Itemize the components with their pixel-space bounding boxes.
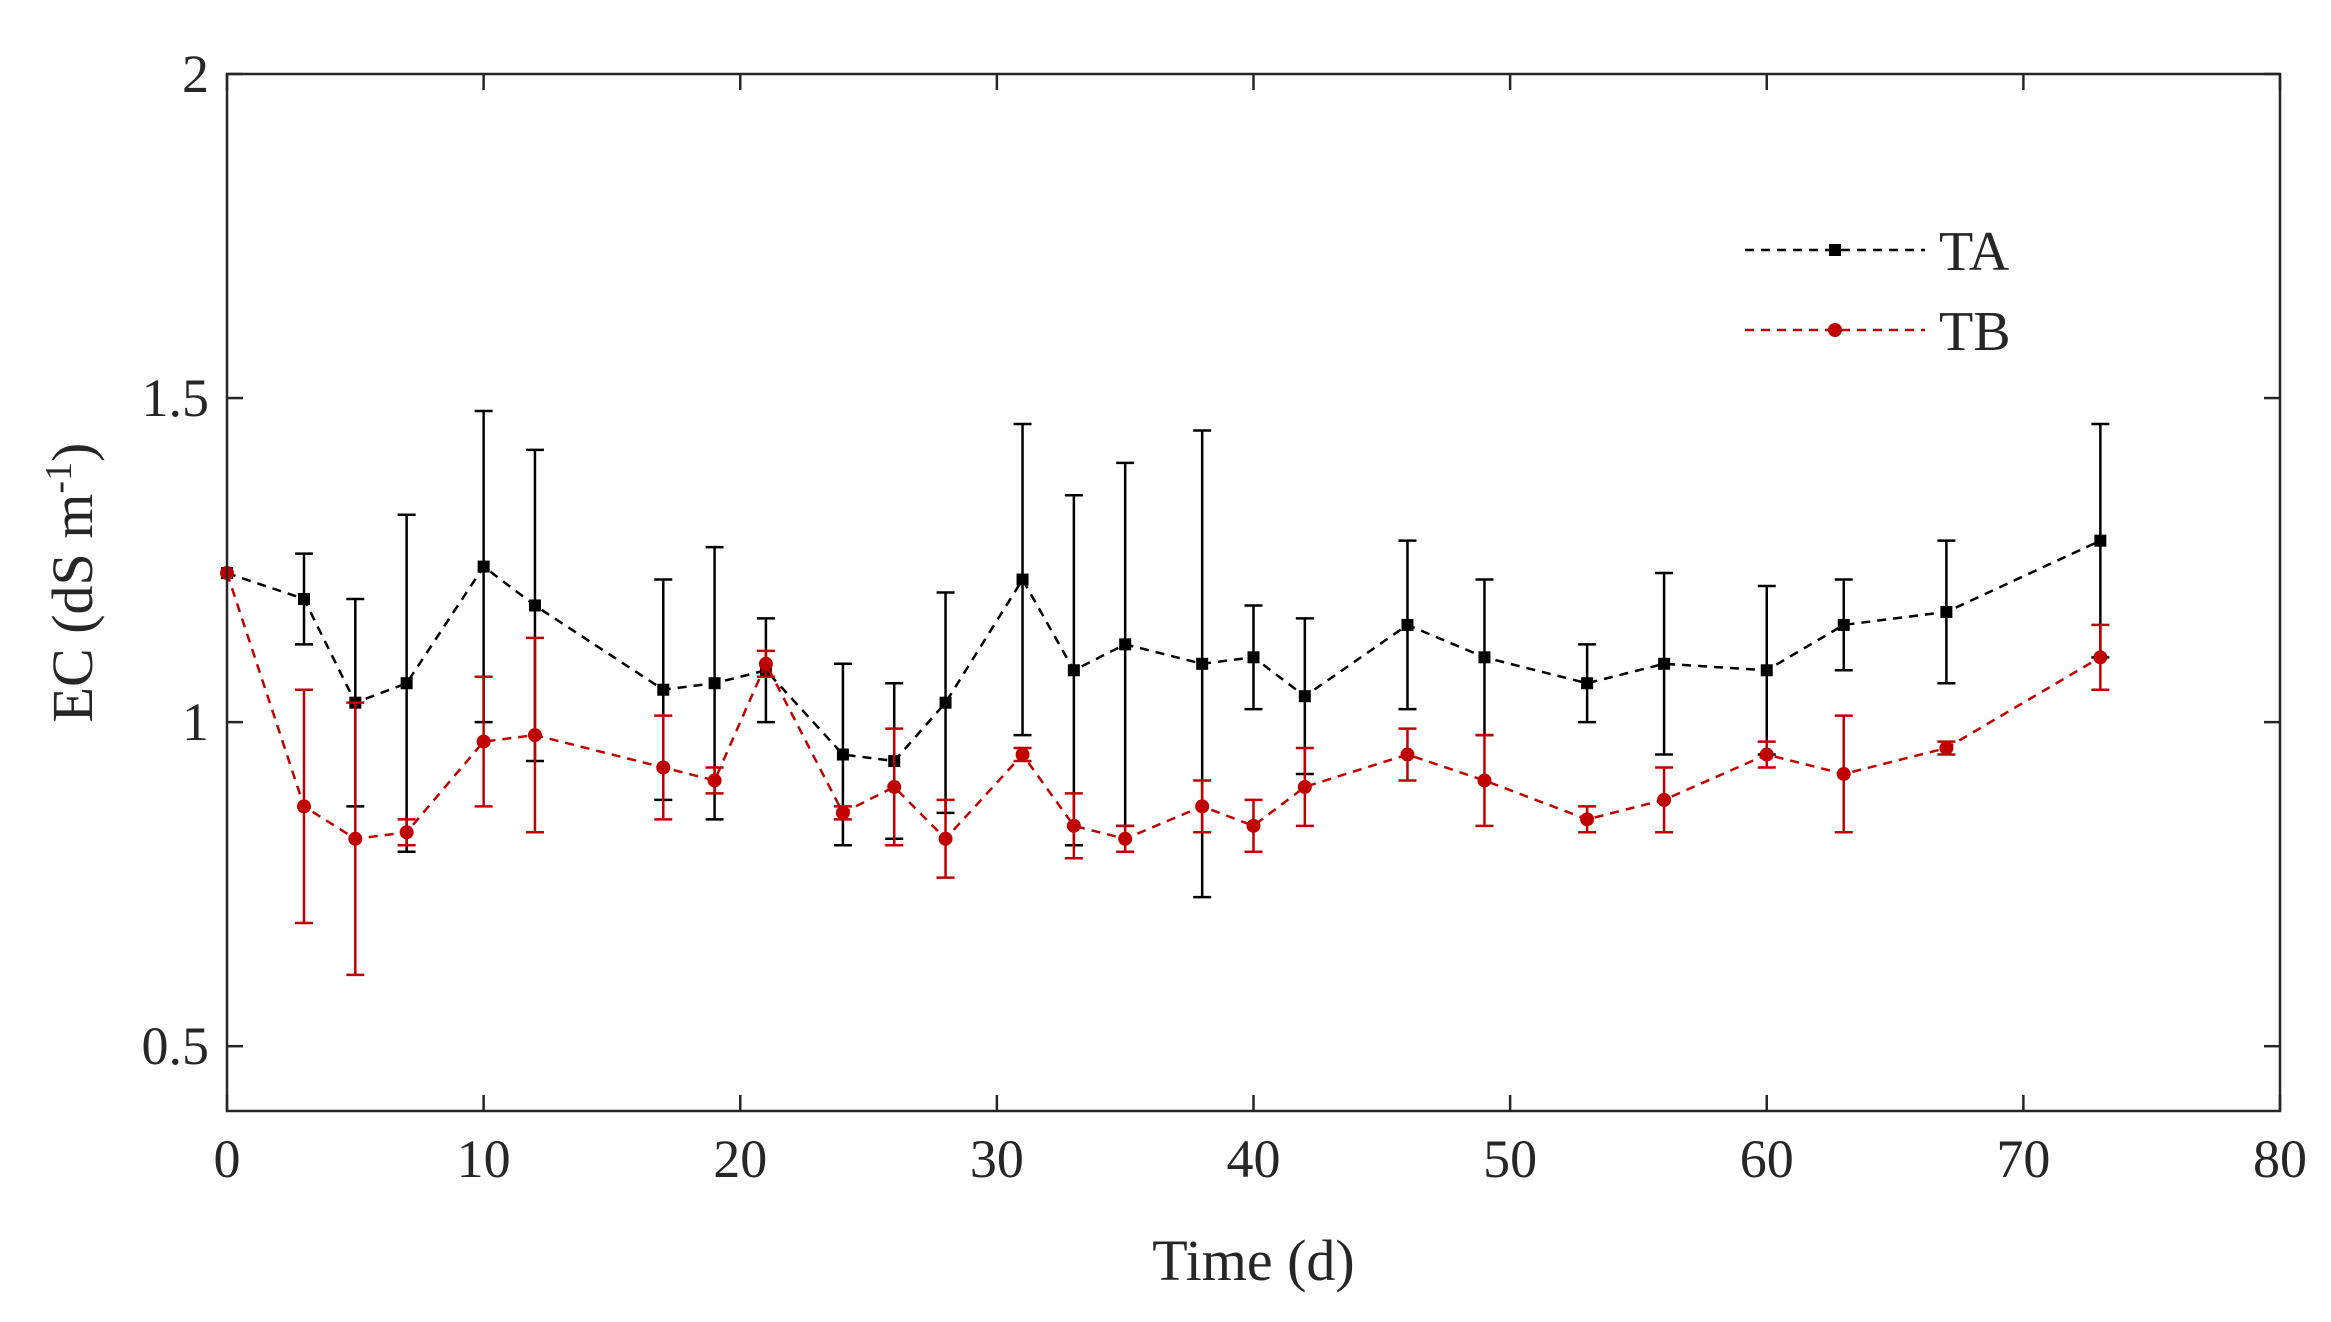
legend-item-tb: TB <box>1745 301 2011 363</box>
data-point <box>887 779 902 794</box>
data-point <box>938 831 953 846</box>
data-point <box>1580 812 1595 827</box>
series-line <box>226 539 2101 763</box>
data-point <box>1759 747 1774 762</box>
data-point <box>1940 605 1953 618</box>
data-point <box>707 773 722 788</box>
data-point <box>1118 831 1133 846</box>
data-point <box>836 748 849 761</box>
data-point <box>2094 534 2107 547</box>
data-point <box>708 677 721 690</box>
y-tick-label: 1.5 <box>142 368 210 428</box>
data-point <box>758 656 773 671</box>
series-ta <box>221 409 2110 899</box>
data-point <box>1837 618 1850 631</box>
data-point <box>296 799 311 814</box>
data-point <box>1297 779 1312 794</box>
legend: TA TB <box>1745 221 2011 363</box>
data-point <box>657 683 670 696</box>
y-axis-label-main: EC (dS m <box>40 494 105 723</box>
y-axis-label: EC (dS m-1) <box>38 443 105 723</box>
data-point <box>1939 741 1954 756</box>
data-point <box>835 805 850 820</box>
data-point <box>528 599 541 612</box>
y-tick-label: 2 <box>182 44 209 104</box>
data-point <box>1836 766 1851 781</box>
x-tick-label: 20 <box>713 1129 767 1189</box>
data-point <box>1247 651 1260 664</box>
x-tick-label: 0 <box>214 1129 241 1189</box>
data-point <box>1016 573 1029 586</box>
legend-label: TB <box>1939 301 2011 363</box>
data-point <box>1119 638 1132 651</box>
data-point <box>1246 818 1261 833</box>
data-point <box>2093 650 2108 665</box>
data-point <box>1067 664 1080 677</box>
data-point <box>399 825 414 840</box>
x-tick-label: 80 <box>2253 1129 2307 1189</box>
data-point <box>477 560 490 573</box>
x-tick-label: 50 <box>1483 1129 1537 1189</box>
data-point <box>1298 690 1311 703</box>
data-point <box>348 831 363 846</box>
legend-label: TA <box>1939 221 2010 283</box>
data-point <box>1477 773 1492 788</box>
series-layer <box>220 409 2110 977</box>
y-tick-label: 1 <box>182 692 209 752</box>
data-point <box>1015 747 1030 762</box>
x-tick-label: 60 <box>1740 1129 1794 1189</box>
x-tick-label: 10 <box>457 1129 511 1189</box>
x-tick-label: 70 <box>1996 1129 2050 1189</box>
y-tick-label: 0.5 <box>142 1016 210 1076</box>
tick-labels-layer: 0 10 20 30 40 50 60 70 80 0.5 1 1.5 2 <box>142 44 2308 1189</box>
y-axis-label-sup: -1 <box>38 462 80 494</box>
data-point <box>1478 651 1491 664</box>
data-point <box>939 696 952 709</box>
data-point <box>656 760 671 775</box>
legend-marker <box>1829 244 1841 256</box>
x-axis-label: Time (d) <box>1152 1228 1355 1293</box>
data-point <box>476 734 491 749</box>
data-point <box>1195 799 1210 814</box>
x-tick-label: 40 <box>1227 1129 1281 1189</box>
data-point <box>1066 818 1081 833</box>
data-point <box>1760 664 1773 677</box>
data-point <box>1400 747 1415 762</box>
legend-item-ta: TA <box>1745 221 2010 283</box>
data-point <box>1196 657 1209 670</box>
data-point <box>297 592 310 605</box>
data-point <box>527 728 542 743</box>
legend-marker <box>1828 323 1842 337</box>
data-point <box>1401 618 1414 631</box>
data-point <box>1581 677 1594 690</box>
x-tick-label: 30 <box>970 1129 1024 1189</box>
data-point <box>1658 657 1671 670</box>
ticks-layer <box>225 72 2282 1111</box>
data-point <box>1657 792 1672 807</box>
series-line <box>225 572 2101 841</box>
series-tb <box>220 566 2110 977</box>
data-point <box>400 677 413 690</box>
y-axis-label-close: ) <box>40 443 105 462</box>
